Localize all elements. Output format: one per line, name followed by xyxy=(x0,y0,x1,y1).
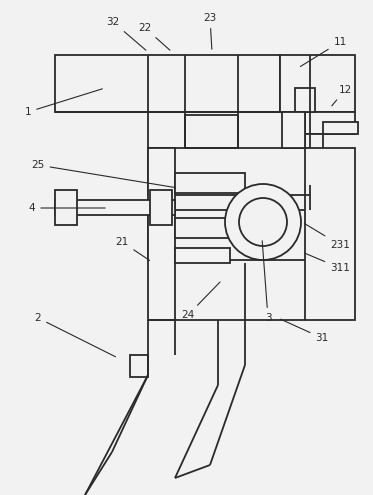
Bar xyxy=(175,218,245,238)
Bar xyxy=(282,112,305,148)
Text: 24: 24 xyxy=(181,282,220,320)
Bar xyxy=(55,200,175,215)
Text: 31: 31 xyxy=(280,319,329,343)
Text: 11: 11 xyxy=(300,37,347,66)
Text: 12: 12 xyxy=(332,85,352,106)
Text: 2: 2 xyxy=(35,313,116,357)
Bar xyxy=(280,55,355,112)
Bar xyxy=(185,115,238,148)
Text: 21: 21 xyxy=(115,237,150,260)
Text: 23: 23 xyxy=(203,13,217,49)
Bar xyxy=(305,148,355,320)
Bar xyxy=(305,134,323,152)
Bar xyxy=(305,112,355,134)
Bar xyxy=(150,190,172,225)
Bar xyxy=(148,148,175,320)
Text: 22: 22 xyxy=(138,23,170,50)
Text: 4: 4 xyxy=(29,203,105,213)
Text: 3: 3 xyxy=(262,241,271,323)
Bar xyxy=(55,190,77,225)
Text: 1: 1 xyxy=(25,89,102,117)
Bar xyxy=(55,55,280,112)
Bar xyxy=(323,122,358,134)
Text: 311: 311 xyxy=(305,253,350,273)
Circle shape xyxy=(225,184,301,260)
Bar xyxy=(148,148,310,195)
Bar xyxy=(130,355,148,377)
Text: 32: 32 xyxy=(106,17,146,50)
Bar xyxy=(295,88,315,112)
Text: 231: 231 xyxy=(304,223,350,250)
Bar xyxy=(148,210,310,260)
Circle shape xyxy=(239,198,287,246)
Bar xyxy=(175,173,245,193)
Bar xyxy=(175,248,230,263)
Text: 25: 25 xyxy=(31,160,175,188)
